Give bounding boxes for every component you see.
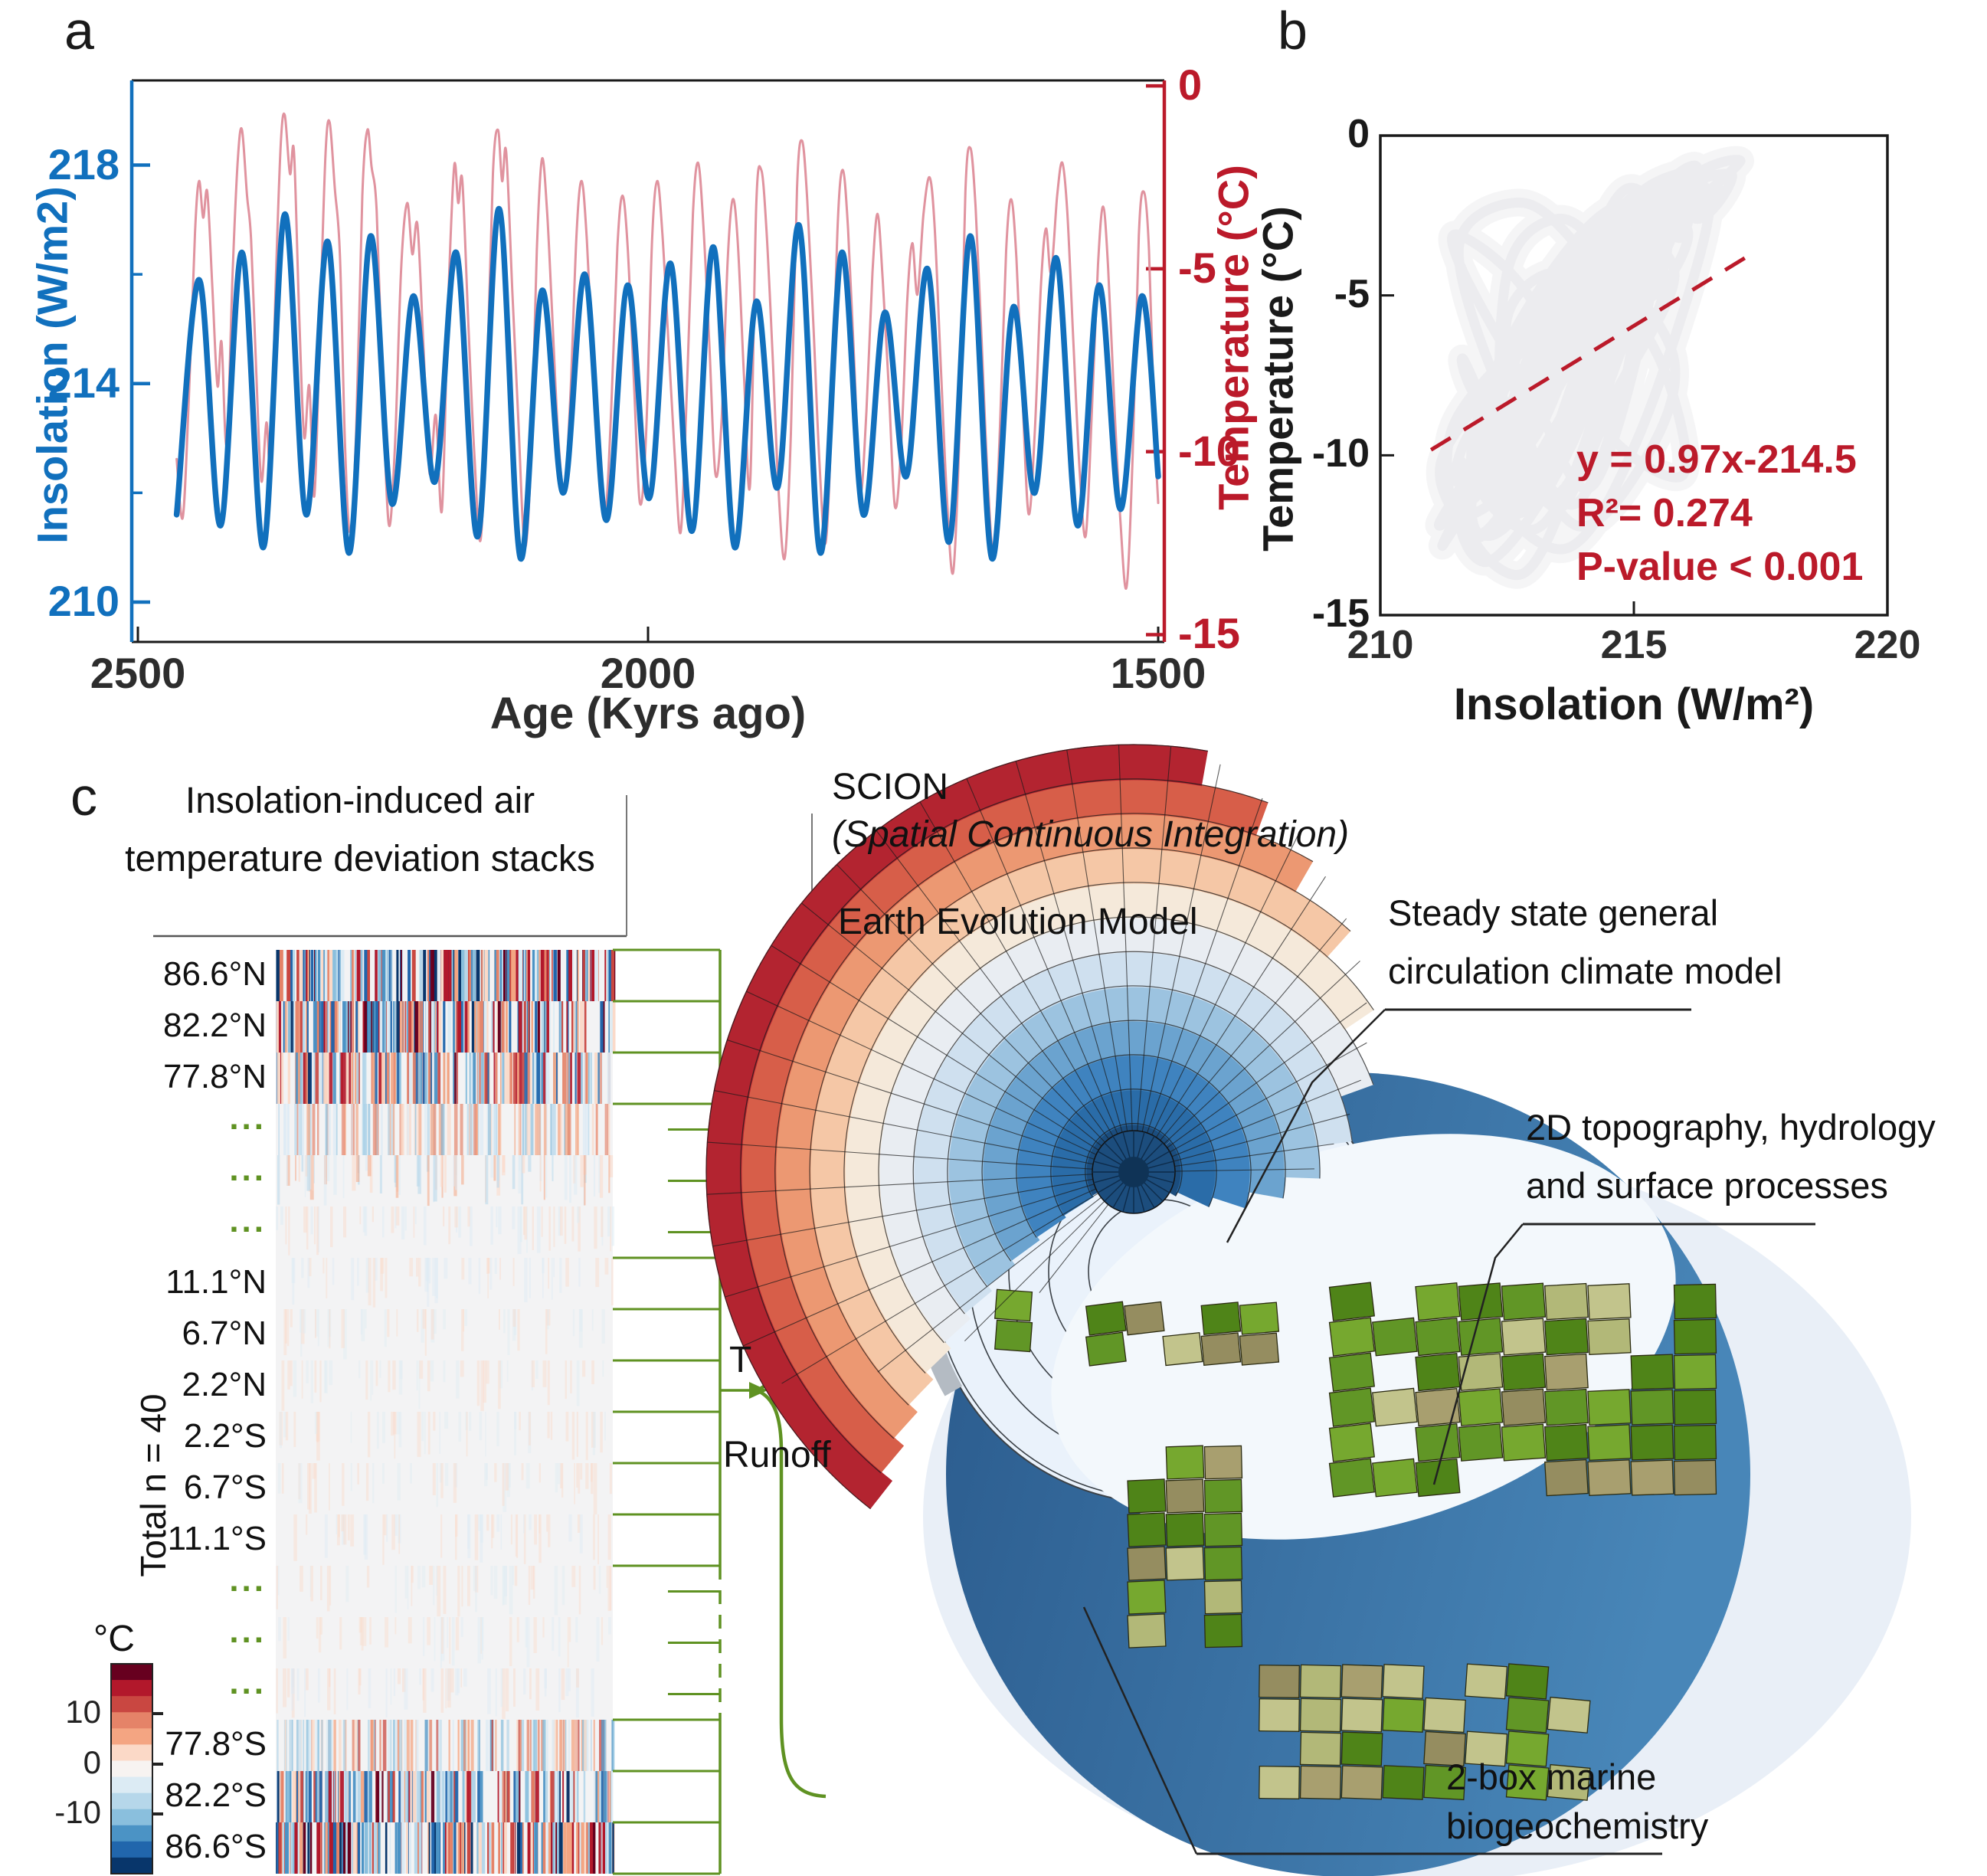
latitude-label: 6.7°S xyxy=(183,1468,267,1506)
latitude-label: 6.7°N xyxy=(182,1314,267,1352)
latitude-label: 2.2°S xyxy=(183,1416,267,1455)
regression-line xyxy=(1429,250,1757,452)
runoff-input-label: Runoff xyxy=(723,1435,831,1475)
b-y-axis-title: Temperature (°C) xyxy=(1253,206,1302,552)
ellipsis-label: ... xyxy=(229,1663,267,1701)
a-right-axis-title: Temperature (°C) xyxy=(1209,165,1258,510)
b-x-tick-label: 215 xyxy=(1600,623,1668,667)
latitude-label: 77.8°N xyxy=(162,1057,267,1095)
ellipsis-label: ... xyxy=(229,1560,267,1599)
b-x-tick-label: 210 xyxy=(1347,623,1414,667)
a-x-axis-title: Age (Kyrs ago) xyxy=(489,689,807,738)
latitude-label: 82.2°N xyxy=(162,1006,267,1044)
callout-leaders xyxy=(1082,1008,1815,1855)
b-fit-r2: R²= 0.274 xyxy=(1576,491,1753,535)
a-left-tick-label: 218 xyxy=(47,139,119,188)
b-y-tick-label: -15 xyxy=(1311,591,1370,636)
scion-title: SCION xyxy=(832,767,949,807)
latitude-label: 82.2°S xyxy=(165,1776,267,1814)
callout-gcm-line2: circulation climate model xyxy=(1388,951,1782,991)
ellipsis-label: ... xyxy=(229,1201,267,1239)
latitude-label: 2.2°N xyxy=(182,1365,267,1403)
callout-topo-line2: and surface processes xyxy=(1526,1165,1888,1206)
colorbar xyxy=(110,1663,163,1874)
callout-marine-line2: biogeochemistry xyxy=(1446,1806,1709,1846)
ellipsis-label: ... xyxy=(229,1612,267,1650)
b-x-axis-title: Insolation (W/m²) xyxy=(1453,679,1815,729)
b-fit-equation: y = 0.97x-214.5 xyxy=(1576,437,1857,482)
temperature-input-label: T xyxy=(729,1340,752,1380)
colorbar-unit-label: °C xyxy=(93,1619,135,1659)
a-left-tick-label: 210 xyxy=(47,576,119,625)
globe-earth-model-illustration xyxy=(705,744,1911,1876)
b-y-tick-label: 0 xyxy=(1347,112,1370,156)
latitude-label: 86.6°N xyxy=(162,954,267,993)
panel-letter-a: a xyxy=(64,1,94,61)
a-right-tick-label: -15 xyxy=(1178,609,1240,658)
callout-marine-line1: 2-box marine xyxy=(1446,1756,1657,1797)
deviation-stack-heatmap xyxy=(276,950,616,1874)
latitude-label: 77.8°S xyxy=(165,1724,267,1763)
a-right-tick-label: 0 xyxy=(1178,61,1203,110)
a-x-tick-label: 2000 xyxy=(600,649,696,697)
latitude-label: 11.1°S xyxy=(167,1519,267,1557)
colorbar-tick-label: 0 xyxy=(83,1744,101,1780)
latitude-label: 11.1°N xyxy=(165,1262,267,1301)
panel-letter-b: b xyxy=(1278,1,1308,61)
b-y-tick-label: -5 xyxy=(1334,271,1370,316)
b-y-tick-label: -10 xyxy=(1311,431,1370,476)
a-right-tick-label: -10 xyxy=(1178,426,1240,475)
insolation-curve xyxy=(173,205,1161,561)
stack-title-line1: Insolation-induced air xyxy=(185,781,535,821)
colorbar-tick-label: -10 xyxy=(54,1794,101,1830)
a-x-tick-label: 1500 xyxy=(1110,649,1206,697)
scion-model-title: Earth Evolution Model xyxy=(838,902,1198,942)
a-x-tick-label: 2500 xyxy=(90,649,186,697)
callout-topo-line1: 2D topography, hydrology xyxy=(1526,1107,1936,1148)
a-left-tick-label: 214 xyxy=(47,358,119,407)
b-x-tick-label: 220 xyxy=(1854,623,1921,667)
callout-gcm-line1: Steady state general xyxy=(1388,892,1719,933)
panel-a-plot xyxy=(129,79,1167,643)
ellipsis-label: ... xyxy=(229,1098,267,1137)
latitude-label: 86.6°S xyxy=(165,1827,267,1865)
b-fit-pvalue: P-value < 0.001 xyxy=(1576,545,1864,589)
a-right-tick-label: -5 xyxy=(1178,243,1216,292)
scion-subtitle: (Spatial Continuous Integration) xyxy=(832,814,1350,855)
stack-title-line2: temperature deviation stacks xyxy=(125,839,595,879)
colorbar-tick-label: 10 xyxy=(65,1694,101,1730)
panel-letter-c: c xyxy=(70,767,97,827)
panel-b-plot xyxy=(1379,134,1889,617)
ellipsis-label: ... xyxy=(229,1150,267,1188)
